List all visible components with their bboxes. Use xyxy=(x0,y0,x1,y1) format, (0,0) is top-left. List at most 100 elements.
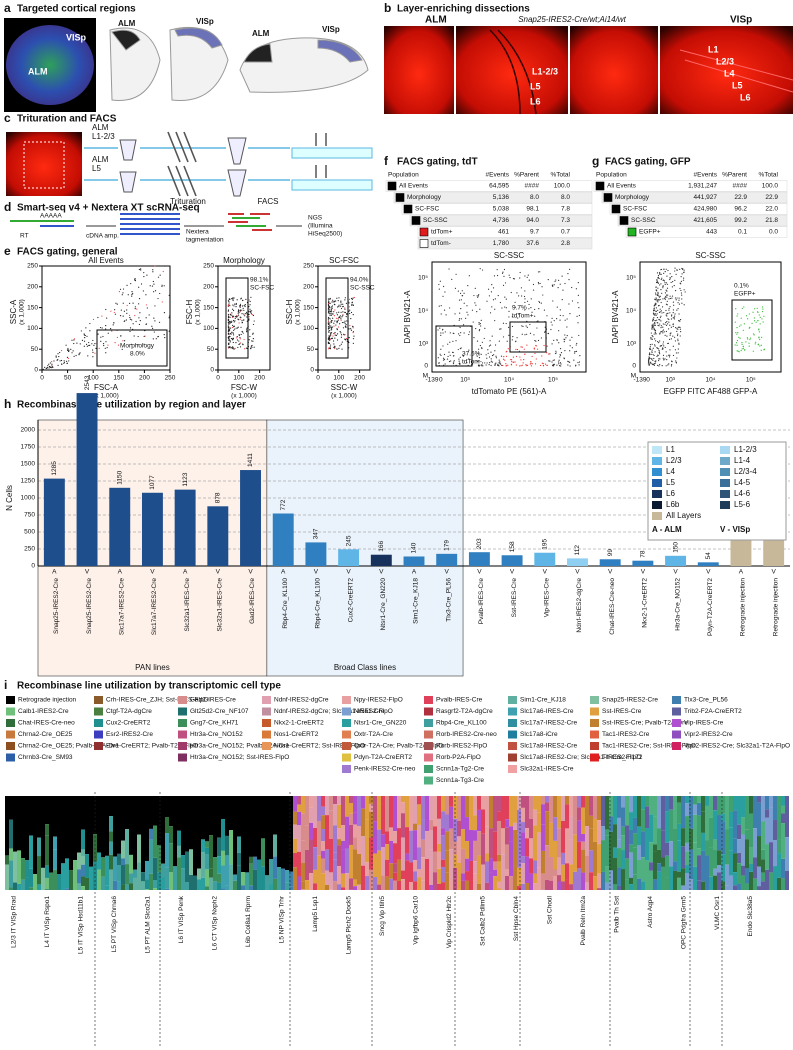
legend-swatch xyxy=(424,742,433,750)
composition-cell xyxy=(213,796,217,858)
event-dot xyxy=(106,317,108,319)
event-dot xyxy=(162,270,164,273)
event-dot xyxy=(342,315,344,317)
event-dot xyxy=(547,332,549,335)
event-dot xyxy=(541,355,543,357)
event-dot xyxy=(461,290,463,292)
event-dot xyxy=(530,361,532,363)
composition-cell xyxy=(685,842,689,852)
event-dot xyxy=(343,334,345,336)
event-dot xyxy=(229,316,231,318)
event-dot xyxy=(551,324,553,326)
event-dot xyxy=(484,327,486,329)
legend-swatch xyxy=(508,753,517,762)
event-dot xyxy=(738,336,740,338)
event-dot xyxy=(67,349,69,352)
event-dot xyxy=(88,341,90,344)
legend-swatch xyxy=(178,696,187,704)
composition-cell xyxy=(733,853,737,873)
event-dot xyxy=(538,300,540,303)
event-dot xyxy=(734,344,736,346)
composition-cell xyxy=(5,796,9,856)
composition-cell xyxy=(781,878,785,890)
composition-cell xyxy=(313,796,317,828)
event-dot xyxy=(157,297,159,300)
composition-cell xyxy=(737,883,741,890)
composition-cell xyxy=(205,886,209,890)
composition-cell xyxy=(153,888,157,890)
composition-cell xyxy=(689,849,693,880)
event-dot xyxy=(118,291,121,293)
event-dot xyxy=(229,305,231,307)
cluster-label: L6 CT VISp Nxph2 xyxy=(212,896,219,950)
event-dot xyxy=(677,340,679,342)
gate-name: tdTom- xyxy=(462,359,482,366)
event-dot xyxy=(571,347,573,349)
event-dot xyxy=(231,316,234,319)
event-dot xyxy=(155,338,157,340)
legend-label: Htr3a-Cre_NO152; Pvalb-T2A-Dre xyxy=(190,743,290,750)
composition-cell xyxy=(629,884,633,890)
composition-cell xyxy=(321,806,325,816)
event-dot xyxy=(752,333,755,335)
table-cell: 8.0 xyxy=(530,194,539,201)
event-dot xyxy=(652,323,654,325)
composition-cell xyxy=(477,855,481,884)
value-label: 1285 xyxy=(51,461,58,476)
event-dot xyxy=(657,348,660,350)
event-dot xyxy=(656,299,658,301)
event-dot xyxy=(448,268,450,270)
bar xyxy=(141,492,163,566)
event-dot xyxy=(439,353,441,355)
composition-cell xyxy=(617,867,621,886)
composition-cell xyxy=(509,826,513,842)
event-dot xyxy=(672,325,674,328)
composition-cell xyxy=(681,796,685,829)
composition-cell xyxy=(497,861,501,882)
event-dot xyxy=(576,315,578,317)
event-dot xyxy=(233,297,235,299)
event-dot xyxy=(448,360,451,363)
composition-cell xyxy=(257,859,261,890)
composition-cell xyxy=(113,796,117,857)
composition-cell xyxy=(125,796,129,830)
composition-cell xyxy=(69,870,73,890)
composition-cell xyxy=(321,841,325,851)
composition-cell xyxy=(321,796,325,807)
composition-cell xyxy=(717,864,721,873)
y-tick-label: 10⁵ xyxy=(626,275,636,282)
event-dot xyxy=(463,292,465,294)
composition-cell xyxy=(109,841,113,855)
composition-cell xyxy=(45,824,49,836)
event-dot xyxy=(340,332,342,334)
event-dot xyxy=(485,364,487,366)
event-dot xyxy=(250,345,252,347)
event-dot xyxy=(511,316,513,318)
table-cell: 0.0 xyxy=(769,229,778,236)
event-dot xyxy=(246,330,248,332)
cluster-label: Lamp5 Plch2 Dock5 xyxy=(346,896,353,955)
event-dot xyxy=(232,334,235,336)
event-dot xyxy=(439,327,441,329)
legend-swatch xyxy=(178,707,187,716)
event-dot xyxy=(243,319,245,321)
event-dot xyxy=(151,325,153,327)
event-dot xyxy=(237,309,240,311)
event-dot xyxy=(655,332,657,335)
composition-cell xyxy=(749,871,753,890)
event-dot xyxy=(138,317,140,319)
composition-cell xyxy=(289,886,293,890)
composition-cell xyxy=(353,796,357,813)
region-label: A xyxy=(281,569,286,576)
event-dot xyxy=(505,365,508,367)
composition-cell xyxy=(417,847,421,870)
composition-cell xyxy=(369,796,373,804)
event-dot xyxy=(249,335,251,338)
event-dot xyxy=(327,304,330,306)
composition-cell xyxy=(481,796,485,810)
event-dot xyxy=(676,357,678,359)
composition-cell xyxy=(625,858,629,880)
composition-cell xyxy=(265,796,269,876)
event-dot xyxy=(762,308,764,310)
event-dot xyxy=(683,304,685,306)
